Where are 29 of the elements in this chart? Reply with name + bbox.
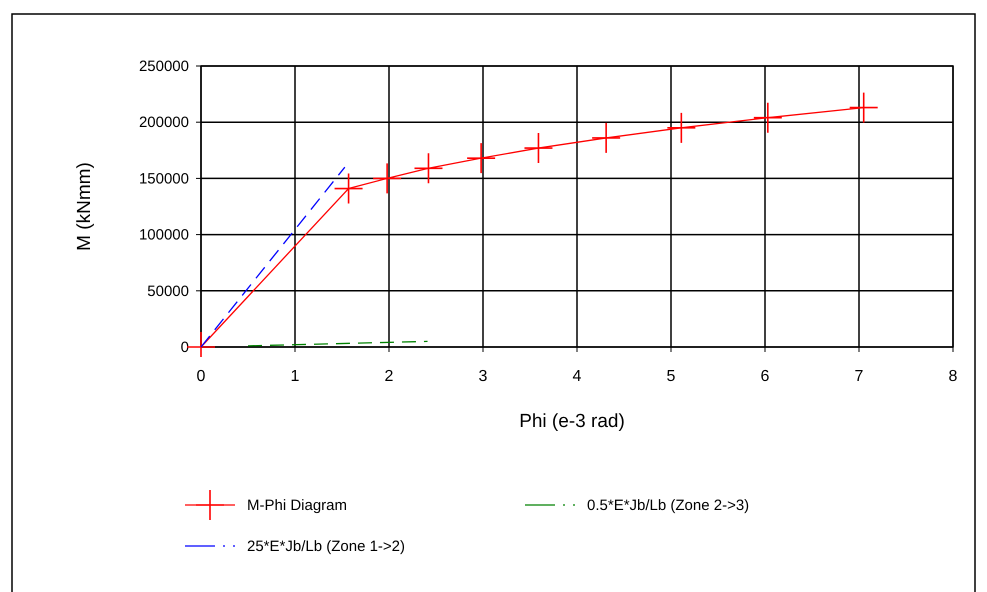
- point: [667, 112, 696, 143]
- legend-label: 25*E*Jb/Lb (Zone 1->2): [247, 538, 406, 555]
- legend-label: 0.5*E*Jb/Lb (Zone 2->3): [587, 497, 750, 514]
- point: [524, 133, 552, 164]
- x-tick-label: 4: [572, 368, 582, 385]
- y-axis-title: M (kNmm): [74, 162, 95, 251]
- y-tick-label: 50000: [147, 282, 189, 300]
- x-tick-label: 0: [196, 368, 206, 385]
- point: [754, 102, 782, 133]
- x-tick-label: 3: [478, 368, 488, 385]
- x-axis-title: Phi (e-3 rad): [519, 411, 625, 432]
- x-tick-label: 8: [948, 368, 958, 385]
- y-tick-label: 150000: [138, 170, 189, 188]
- point: [373, 163, 402, 194]
- x-tick-label: 2: [384, 368, 394, 385]
- x-tick-label: 5: [666, 368, 676, 385]
- legend-label: M-Phi Diagram: [247, 497, 348, 514]
- y-tick-label: 100000: [138, 226, 189, 244]
- y-tick-label: 0: [180, 339, 189, 356]
- point: [334, 174, 363, 204]
- y-tick-label: 250000: [138, 58, 189, 75]
- point: [850, 92, 878, 123]
- x-tick-label: 6: [760, 368, 770, 385]
- point: [467, 143, 496, 174]
- x-tick-label: 7: [854, 368, 864, 385]
- x-tick-label: 1: [290, 368, 300, 385]
- point: [414, 153, 442, 184]
- point: [592, 122, 620, 153]
- y-tick-label: 200000: [138, 114, 189, 132]
